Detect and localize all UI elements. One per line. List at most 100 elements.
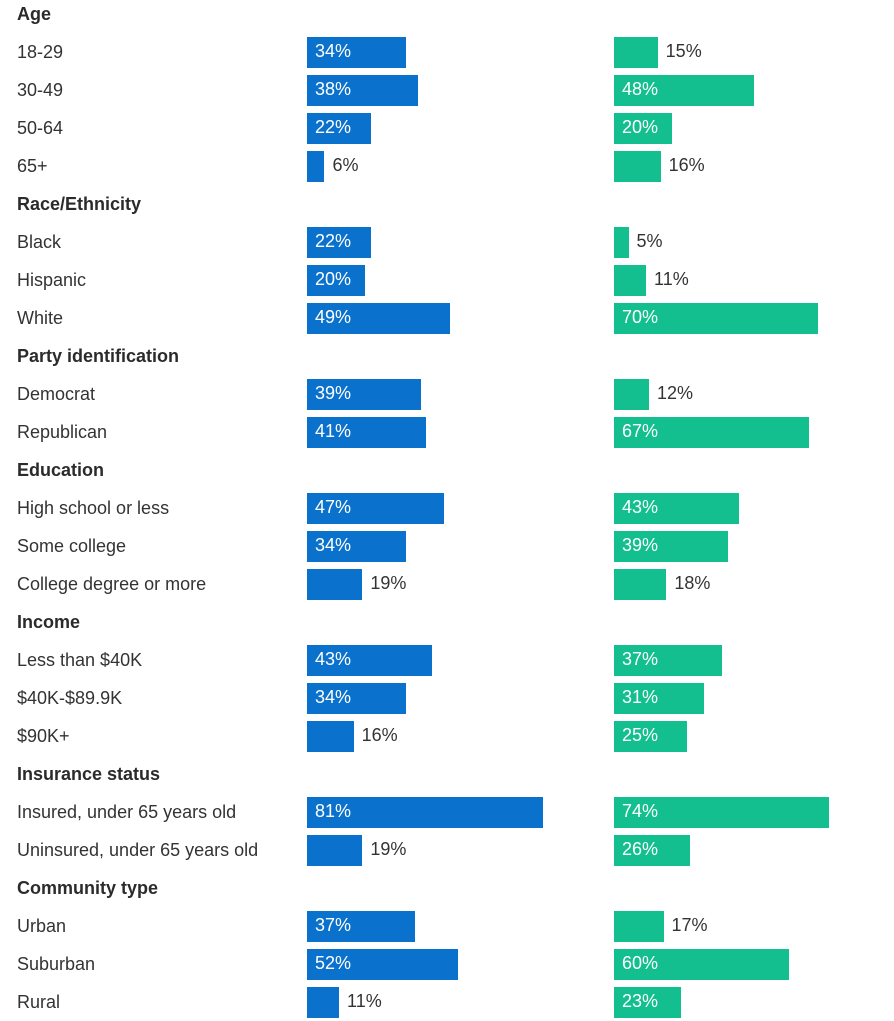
series-b-bar bbox=[614, 683, 705, 714]
chart-row: $90K+ 16% 25% bbox=[0, 717, 894, 755]
series-b-bar bbox=[614, 75, 754, 106]
series-b-bar bbox=[614, 721, 687, 752]
series-a-value-label: 19% bbox=[370, 573, 407, 593]
group-heading-row: Age bbox=[0, 0, 894, 33]
category-label: Democrat bbox=[17, 384, 96, 404]
chart-row: $40K-$89.9K 34% 31% bbox=[0, 679, 894, 717]
group-heading: Age bbox=[17, 4, 52, 24]
chart-row: Some college 34% 39% bbox=[0, 527, 894, 565]
group-heading: Insurance status bbox=[17, 764, 161, 784]
series-a-bar bbox=[307, 987, 340, 1018]
series-b-bar bbox=[614, 569, 667, 600]
chart-row: 50-64 22% 20% bbox=[0, 109, 894, 147]
series-b-value-label: 18% bbox=[674, 573, 711, 593]
series-b-bar bbox=[614, 151, 661, 182]
chart-row: Rural 11% 23% bbox=[0, 983, 894, 1021]
group-heading-row: Party identification bbox=[0, 337, 894, 375]
series-b-value-label: 15% bbox=[665, 41, 702, 61]
category-label: High school or less bbox=[17, 498, 170, 518]
group-heading: Income bbox=[17, 612, 81, 632]
series-b-value-label: 12% bbox=[656, 383, 693, 403]
chart-row: Insured, under 65 years old 81% 74% bbox=[0, 793, 894, 831]
category-label: Insured, under 65 years old bbox=[17, 802, 237, 822]
series-b-value-label: 5% bbox=[636, 231, 663, 251]
series-a-value-label: 22% bbox=[315, 117, 352, 137]
series-a-value-label: 34% bbox=[315, 535, 352, 555]
group-heading: Community type bbox=[17, 878, 159, 898]
series-b-bar bbox=[614, 265, 647, 296]
series-a-value-label: 49% bbox=[315, 307, 352, 327]
category-label: Black bbox=[17, 232, 62, 252]
category-label: Republican bbox=[17, 422, 108, 442]
series-b-bar bbox=[614, 835, 690, 866]
category-label: Rural bbox=[17, 992, 61, 1012]
series-b-bar bbox=[614, 417, 810, 448]
series-b-value-label: 20% bbox=[622, 117, 659, 137]
group-heading-row: Income bbox=[0, 603, 894, 641]
series-a-value-label: 37% bbox=[315, 915, 352, 935]
series-a-value-label: 38% bbox=[315, 79, 352, 99]
series-a-bar bbox=[307, 417, 427, 448]
series-b-bar bbox=[614, 911, 664, 942]
series-b-value-label: 39% bbox=[622, 535, 659, 555]
series-b-bar bbox=[614, 379, 649, 410]
series-b-value-label: 70% bbox=[622, 307, 659, 327]
group-heading: Education bbox=[17, 460, 105, 480]
category-label: 65+ bbox=[17, 156, 48, 176]
series-a-bar bbox=[307, 949, 459, 980]
series-b-value-label: 74% bbox=[622, 801, 659, 821]
series-b-bar bbox=[614, 303, 818, 334]
series-b-value-label: 60% bbox=[622, 953, 659, 973]
series-b-value-label: 37% bbox=[622, 649, 659, 669]
chart-row: Republican 41% 67% bbox=[0, 413, 894, 451]
series-b-value-label: 43% bbox=[622, 497, 659, 517]
series-b-bar bbox=[614, 227, 629, 258]
series-b-value-label: 26% bbox=[622, 839, 659, 859]
series-a-value-label: 39% bbox=[315, 383, 352, 403]
series-a-bar bbox=[307, 721, 354, 752]
series-a-bar bbox=[307, 645, 433, 676]
category-label: College degree or more bbox=[17, 574, 207, 594]
series-a-bar bbox=[307, 569, 363, 600]
group-heading-row: Education bbox=[0, 451, 894, 489]
category-label: 50-64 bbox=[17, 118, 64, 138]
chart-row: Urban 37% 17% bbox=[0, 907, 894, 945]
series-a-value-label: 20% bbox=[315, 269, 352, 289]
series-a-value-label: 34% bbox=[315, 41, 352, 61]
series-b-value-label: 25% bbox=[622, 725, 659, 745]
series-a-bar bbox=[307, 265, 366, 296]
series-b-value-label: 31% bbox=[622, 687, 659, 707]
series-a-value-label: 11% bbox=[347, 991, 382, 1011]
category-label: 30-49 bbox=[17, 80, 64, 100]
series-b-bar bbox=[614, 531, 728, 562]
group-heading-row: Insurance status bbox=[0, 755, 894, 793]
series-a-bar bbox=[307, 303, 450, 334]
series-a-bar bbox=[307, 911, 415, 942]
series-b-value-label: 11% bbox=[654, 269, 689, 289]
series-a-value-label: 41% bbox=[315, 421, 352, 441]
series-b-value-label: 17% bbox=[671, 915, 708, 935]
chart-row: White 49% 70% bbox=[0, 299, 894, 337]
chart-row: Hispanic 20% 11% bbox=[0, 261, 894, 299]
chart-row: College degree or more 19% 18% bbox=[0, 565, 894, 603]
category-label: Hispanic bbox=[17, 270, 87, 290]
series-a-bar bbox=[307, 797, 543, 828]
group-heading-row: Community type bbox=[0, 869, 894, 907]
series-a-value-label: 19% bbox=[370, 839, 407, 859]
series-b-bar bbox=[614, 37, 658, 68]
chart-row: Democrat 39% 12% bbox=[0, 375, 894, 413]
category-label: Suburban bbox=[17, 954, 96, 974]
category-label: White bbox=[17, 308, 64, 328]
series-b-value-label: 67% bbox=[622, 421, 659, 441]
chart-row: 18-29 34% 15% bbox=[0, 33, 894, 71]
chart-row: Suburban 52% 60% bbox=[0, 945, 894, 983]
series-a-bar bbox=[307, 75, 418, 106]
series-a-value-label: 16% bbox=[361, 725, 398, 745]
category-label: 18-29 bbox=[17, 42, 64, 62]
series-b-bar bbox=[614, 493, 740, 524]
group-heading: Party identification bbox=[17, 346, 180, 366]
series-a-value-label: 34% bbox=[315, 687, 352, 707]
series-a-value-label: 6% bbox=[332, 155, 359, 175]
series-a-bar bbox=[307, 493, 444, 524]
series-b-value-label: 23% bbox=[622, 991, 659, 1011]
